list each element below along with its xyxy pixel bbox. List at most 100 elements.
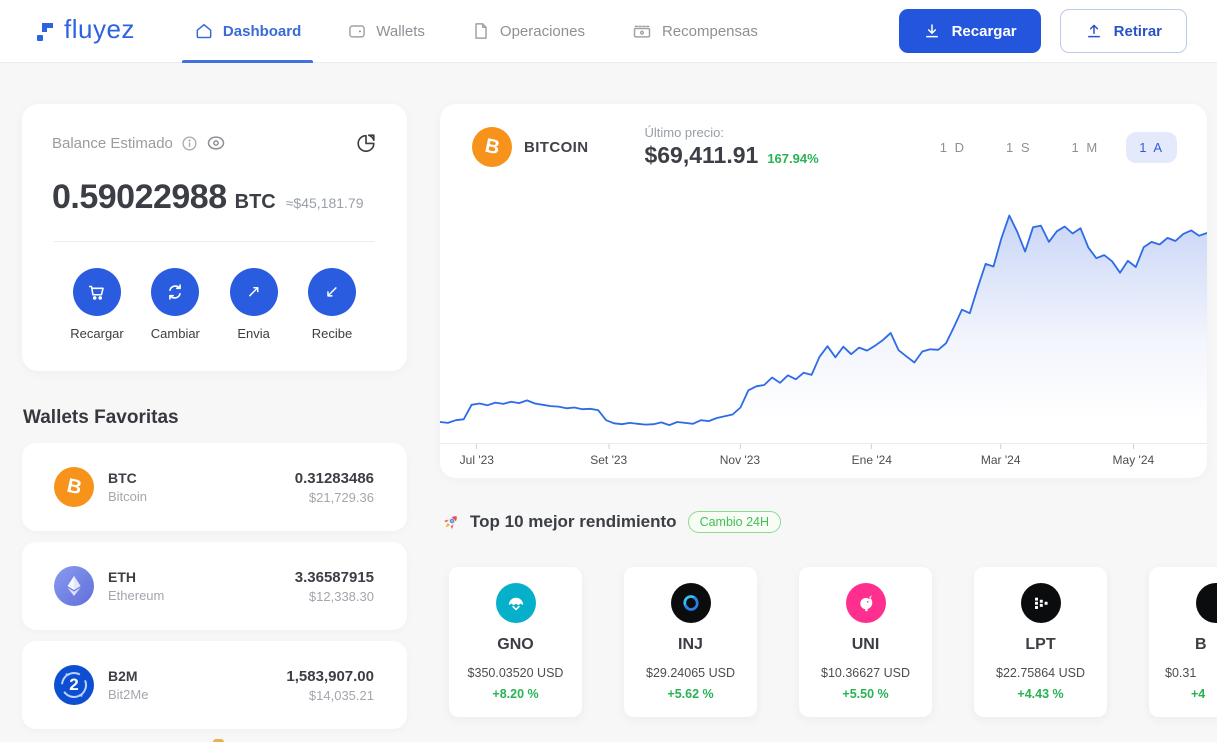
wallet-fiat: $14,035.21 (308, 687, 374, 703)
brand-name: fluyez (64, 13, 135, 44)
wallet-icon (349, 25, 366, 38)
nav-item-wallets[interactable]: Wallets (335, 0, 437, 63)
price-change: 167.94% (767, 151, 819, 166)
card-symbol: INJ (678, 636, 703, 653)
rocket-icon (443, 515, 457, 529)
uni-icon (845, 583, 886, 623)
top10-card-inj[interactable]: INJ $29.24065 USD +5.62 % (624, 567, 757, 717)
x-axis-tick: Jul '23 (460, 444, 494, 467)
nav-item-dashboard[interactable]: Dashboard (181, 0, 314, 63)
range-selector: 1 D 1 S 1 M 1 A (927, 131, 1177, 163)
card-price: $0.31 (1165, 666, 1197, 680)
x-axis-tick: Mar '24 (981, 444, 1020, 467)
x-axis: Jul '23 Set '23 Nov '23 Ene '24 Mar '24 May '… (440, 443, 1207, 478)
card-price: $22.75864 USD (996, 666, 1085, 680)
nav-item-recompensas[interactable]: Recompensas (619, 0, 770, 63)
price-chart[interactable]: Jul '23 Set '23 Nov '23 Ene '24 Mar '24 May '… (440, 190, 1207, 478)
top10-card-uni[interactable]: UNI $10.36627 USD +5.50 % (799, 567, 932, 717)
banknote-icon (633, 25, 651, 38)
card-change: +5.62 % (667, 687, 714, 701)
top10-title: Top 10 mejor rendimiento (470, 512, 677, 531)
quick-actions: Recargar Cambiar ↗ Envia (52, 268, 377, 341)
wallet-name: Ethereum (108, 588, 165, 603)
wallet-symbol: B2M (108, 668, 138, 684)
balance-currency: BTC (234, 191, 276, 213)
wallet-row-b2m[interactable]: 2 B2M Bit2Me 1,583,907.00 $14,035.21 (22, 641, 407, 729)
recargar-label: Recargar (951, 22, 1017, 40)
partial-next-coin-icon (213, 739, 224, 742)
x-axis-tick: May '24 (1113, 444, 1154, 467)
bitcoin-icon: B (472, 127, 512, 167)
wallet-amount: 0.31283486 (294, 469, 374, 487)
header-actions: Recargar Retirar (898, 9, 1187, 53)
x-axis-tick: Nov '23 (720, 444, 760, 467)
card-change: +5.50 % (842, 687, 889, 701)
wallet-symbol: ETH (108, 569, 136, 585)
coin-name: BITCOIN (524, 138, 589, 156)
recargar-button[interactable]: Recargar (898, 9, 1041, 53)
x-axis-tick: Set '23 (590, 444, 627, 467)
nav-label: Wallets (376, 22, 425, 40)
quick-action-label: Cambiar (150, 326, 200, 341)
quick-action-label: Recargar (70, 326, 124, 341)
price-chart-svg (440, 214, 1207, 443)
brand-logo[interactable]: fluyez (33, 14, 135, 45)
quick-recibe-button[interactable]: ↙ Recibe (299, 268, 365, 341)
card-symbol: LPT (1025, 636, 1056, 653)
retirar-label: Retirar (1113, 22, 1162, 40)
b2m-icon: 2 (54, 665, 94, 705)
balance-title: Balance Estimado (52, 134, 173, 152)
pie-chart-icon[interactable] (355, 132, 377, 154)
wallet-name: Bitcoin (108, 489, 148, 504)
wallet-row-eth[interactable]: ETH Ethereum 3.36587915 $12,338.30 (22, 542, 407, 630)
top10-card-lpt[interactable]: LPT $22.75864 USD +4.43 % (974, 567, 1107, 717)
home-icon (196, 24, 212, 39)
range-1s-button[interactable]: 1 S (1006, 139, 1032, 155)
balance-card: Balance Estimado (22, 104, 407, 371)
eye-icon[interactable] (206, 133, 226, 153)
quick-cambiar-button[interactable]: Cambiar (142, 268, 208, 341)
cambio-24h-badge: Cambio 24H (687, 511, 782, 533)
left-sidebar: Balance Estimado (22, 104, 407, 740)
wallet-row-btc[interactable]: B BTC Bitcoin 0.31283486 $21,729.36 (22, 443, 407, 531)
arrow-up-right-icon: ↗ (246, 282, 261, 301)
retirar-button[interactable]: Retirar (1059, 9, 1187, 53)
btc-icon: B (54, 467, 94, 507)
chart-area (440, 215, 1207, 443)
range-1a-button[interactable]: 1 A (1126, 131, 1177, 163)
card-change: +4.43 % (1017, 687, 1064, 701)
range-1m-button[interactable]: 1 M (1071, 139, 1100, 155)
quick-recargar-button[interactable]: Recargar (64, 268, 130, 341)
chart-line (440, 214, 1207, 426)
swap-icon (169, 284, 182, 300)
price-chart-card: B BITCOIN Último precio: $69,411.91 167.… (440, 104, 1207, 478)
card-symbol: B (1195, 636, 1207, 653)
top10-card-partial[interactable]: B $0.31 +4 (1149, 567, 1217, 717)
nav-label: Dashboard (222, 22, 302, 40)
gno-icon (495, 583, 536, 623)
top10-header: Top 10 mejor rendimiento Cambio 24H (440, 511, 1207, 533)
main-content: B BITCOIN Último precio: $69,411.91 167.… (440, 104, 1217, 740)
quick-envia-button[interactable]: ↗ Envia (221, 268, 287, 341)
lpt-icon (1020, 583, 1061, 623)
inj-icon (670, 583, 711, 623)
upload-icon (1087, 24, 1100, 38)
wallet-name: Bit2Me (108, 687, 149, 702)
balance-fiat: ≈$45,181.79 (285, 195, 364, 211)
nav-item-operaciones[interactable]: Operaciones (459, 0, 597, 63)
info-icon[interactable] (181, 135, 198, 152)
wallet-amount: 3.36587915 (294, 568, 374, 586)
download-icon (925, 24, 938, 38)
main-nav: Dashboard Wallets Operaciones (181, 0, 792, 63)
top10-card-gno[interactable]: GNO $350.03520 USD +8.20 % (449, 567, 582, 717)
document-icon (475, 23, 487, 39)
quick-action-label: Recibe (311, 326, 353, 341)
range-1d-button[interactable]: 1 D (939, 139, 967, 155)
quick-action-label: Envia (237, 326, 270, 341)
x-axis-tick: Ene '24 (852, 444, 892, 467)
wallet-fiat: $12,338.30 (308, 588, 374, 604)
card-price: $350.03520 USD (467, 666, 564, 680)
favorites-title: Wallets Favoritas (23, 407, 179, 428)
card-price: $29.24065 USD (646, 666, 735, 680)
wallet-fiat: $21,729.36 (308, 489, 374, 505)
